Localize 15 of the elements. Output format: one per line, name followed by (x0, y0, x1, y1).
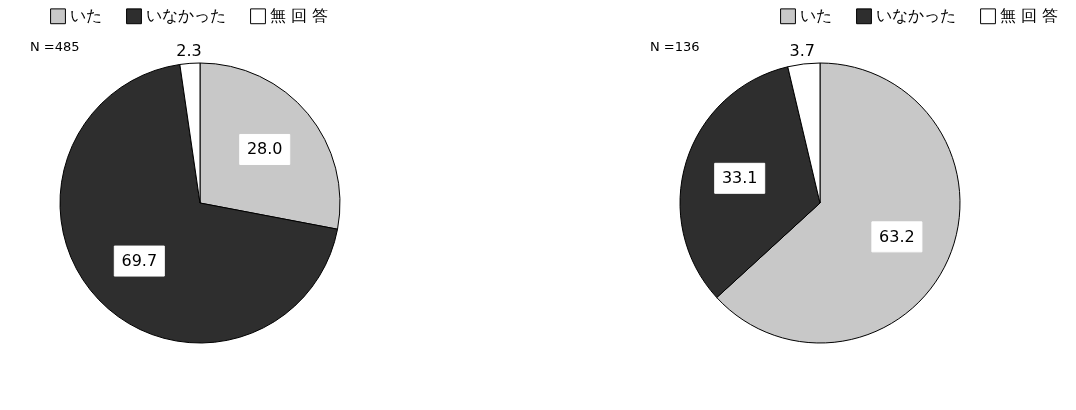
data-label: 33.1 (721, 168, 758, 188)
legend-label: 無 回 答 (1000, 6, 1059, 26)
data-label: 3.7 (789, 41, 816, 61)
data-label: 28.0 (246, 139, 283, 159)
legend-label: いた (800, 6, 832, 26)
text: N =485 (30, 39, 80, 54)
legend-label: 無 回 答 (270, 6, 329, 26)
legend-label: いた (70, 6, 102, 26)
legend-label: いなかった (876, 6, 956, 26)
data-label: 69.7 (121, 251, 158, 271)
text: N =136 (650, 39, 700, 54)
legend-label: いなかった (146, 6, 226, 26)
data-label: 2.3 (176, 40, 202, 60)
data-label: 63.2 (879, 226, 915, 246)
pie-slice (59, 63, 339, 344)
